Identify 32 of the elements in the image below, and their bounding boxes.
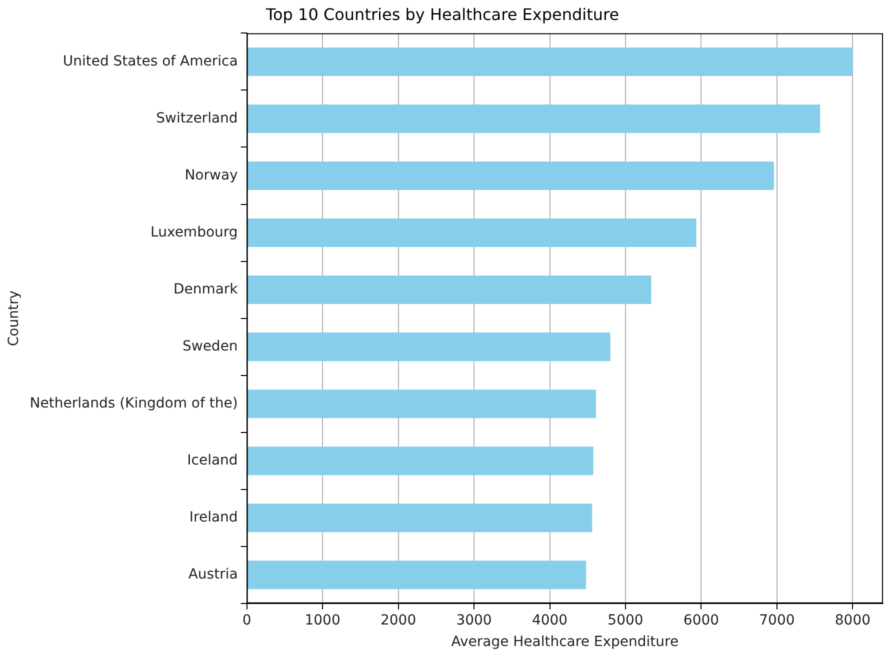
y-tick-label: Norway (184, 167, 238, 184)
x-tick-label: 2000 (380, 612, 416, 628)
y-axis-title: Country (6, 290, 22, 346)
y-tick-label: Switzerland (156, 110, 238, 126)
x-tick-label: 4000 (532, 612, 568, 628)
y-tick-label: United States of America (62, 53, 238, 70)
y-tick-label: Luxembourg (150, 224, 238, 240)
x-tick-label: 0 (242, 612, 252, 628)
bar (247, 390, 596, 418)
bar (247, 446, 594, 476)
x-tick-label: 3000 (456, 612, 492, 628)
y-tick-label: Austria (188, 566, 238, 583)
x-tick-label: 1000 (304, 612, 340, 628)
bar (247, 104, 820, 133)
x-tick-label: 5000 (608, 612, 644, 628)
x-tick-label: 8000 (834, 612, 871, 628)
x-tick-label: 6000 (683, 612, 720, 628)
bar (247, 218, 696, 248)
x-axis-title: Average Healthcare Expenditure (451, 634, 679, 650)
bar (247, 560, 586, 590)
bar (247, 332, 610, 362)
bar (247, 161, 774, 190)
bar (247, 47, 853, 76)
y-tick-label: Iceland (187, 452, 238, 468)
y-tick-label: Netherlands (Kingdom of the) (30, 395, 238, 412)
x-tick-label: 7000 (759, 612, 795, 628)
y-tick-label: Sweden (182, 338, 238, 354)
y-tick-label: Denmark (173, 281, 239, 298)
bar (247, 504, 592, 532)
bar (247, 276, 652, 304)
chart-title: Top 10 Countries by Healthcare Expenditure (264, 4, 620, 24)
y-tick-label: Ireland (189, 510, 238, 526)
